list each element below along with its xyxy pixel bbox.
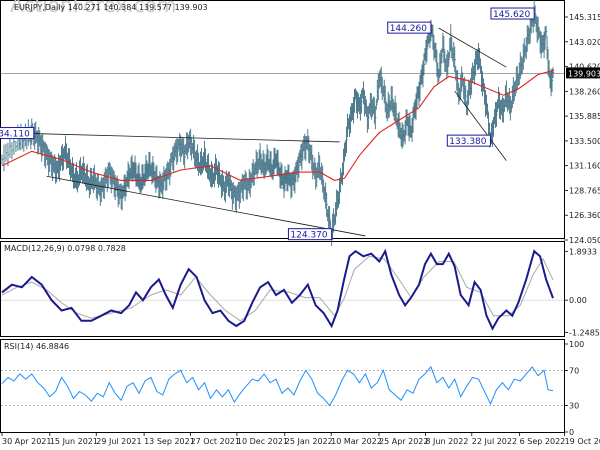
price-label-box	[490, 7, 535, 20]
trend-line	[438, 27, 507, 68]
macd-header: MACD(12,26,9) 0.0798 0.7828	[4, 244, 126, 253]
last-price-label: 139.903	[568, 69, 600, 78]
x-tick-label: 30 Apr 2021	[2, 437, 51, 446]
price-label: 133.380	[449, 137, 486, 147]
price-y-tick-label: 140.620	[569, 63, 600, 72]
x-tick-label: 27 Oct 2021	[191, 437, 240, 446]
rsi-y-axis: 100 70 30 0	[564, 340, 584, 437]
price-y-tick-label: 133.500	[569, 137, 600, 146]
price-header: EURJPY,Daily 140.271 140.384 139.577 139…	[14, 3, 208, 12]
macd-line	[1, 248, 554, 331]
x-tick-label: 13 Sep 2021	[144, 437, 195, 446]
trend-line	[46, 175, 366, 237]
price-panel-frame	[0, 0, 565, 239]
trend-line	[33, 133, 340, 143]
price-y-tick-label: 128.765	[569, 186, 600, 195]
last-price-box	[566, 67, 600, 79]
macd-y-tick-label: 1.8933	[569, 247, 597, 256]
price-y-axis: 145.315 143.020 140.620 138.260 135.885 133.5…	[564, 13, 600, 245]
macd-y-tick-label: 0.00	[569, 296, 587, 305]
price-y-tick-label: 131.160	[569, 162, 600, 171]
x-tick-label: 10 Dec 2021	[237, 437, 288, 446]
price-label-box	[0, 127, 35, 140]
price-label-box	[446, 134, 491, 147]
x-tick-label: 8 Jun 2022	[425, 437, 468, 446]
price-label: 145.620	[493, 10, 530, 20]
macd-y-axis: 1.8933 0.00 -1.2485	[564, 247, 600, 337]
price-label-box	[287, 228, 333, 241]
macd-panel: MACD(12,26,9) 0.0798 0.7828 1.8933 0.00 -1…	[0, 241, 600, 337]
x-tick-label: 6 Sep 2022	[520, 437, 566, 446]
price-label: 124.370	[290, 231, 327, 241]
price-y-tick-label: 138.260	[569, 87, 600, 96]
x-tick-label: 25 Apr 2022	[379, 437, 428, 446]
price-y-tick-label: 143.020	[569, 38, 600, 47]
price-y-tick-label: 124.050	[569, 236, 600, 245]
x-tick-label: 25 Jan 2022	[285, 437, 333, 446]
x-tick-label: 10 Mar 2022	[331, 437, 382, 446]
x-tick-label: 29 Jul 2021	[96, 437, 141, 446]
macd-y-tick-label: -1.2485	[569, 328, 600, 337]
price-label: 134.110	[0, 130, 30, 140]
price-label: 144.260	[390, 24, 427, 34]
watermark-text: ActionForex.com	[10, 0, 176, 17]
price-y-tick-label: 126.360	[569, 211, 600, 220]
macd-panel-frame	[0, 241, 565, 337]
rsi-panel-frame	[0, 339, 565, 433]
rsi-header: RSI(14) 46.8846	[4, 342, 69, 351]
price-bars	[1, 0, 555, 246]
price-label-box	[387, 21, 432, 34]
rsi-panel: RSI(14) 46.8846 100 70 30 0	[0, 339, 584, 437]
rsi-y-tick-label: 100	[569, 340, 584, 349]
trend-line	[454, 90, 507, 161]
price-y-tick-label: 135.885	[569, 112, 600, 121]
x-tick-label: 22 Jul 2022	[472, 437, 517, 446]
rsi-line	[1, 365, 554, 407]
price-panel: ActionForex.com 134.110 124.370 144.260 133…	[0, 0, 600, 246]
moving-average-line	[1, 69, 555, 181]
rsi-y-tick-label: 70	[569, 366, 579, 375]
rsi-y-tick-label: 0	[569, 428, 574, 437]
x-tick-label: 19 Oct 2022	[565, 437, 600, 446]
x-tick-label: 15 Jun 2021	[50, 437, 98, 446]
price-y-tick-label: 145.315	[569, 13, 600, 22]
rsi-y-tick-label: 30	[569, 402, 579, 411]
